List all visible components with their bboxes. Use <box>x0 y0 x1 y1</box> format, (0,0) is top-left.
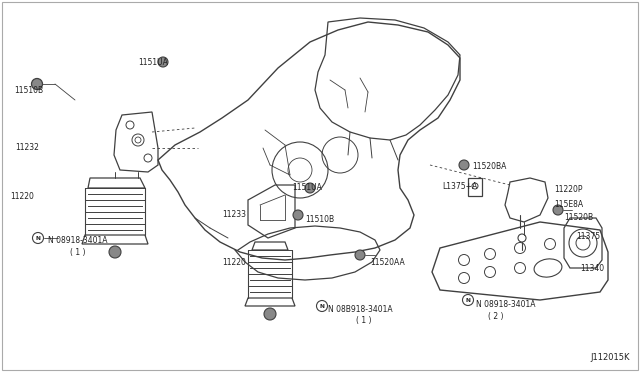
Text: 11232: 11232 <box>15 143 39 152</box>
Text: 11520AA: 11520AA <box>370 258 404 267</box>
Text: 11220: 11220 <box>10 192 34 201</box>
Text: 1151UA: 1151UA <box>138 58 168 67</box>
Text: 11510B: 11510B <box>305 215 334 224</box>
Text: N: N <box>319 304 324 308</box>
Text: ( 2 ): ( 2 ) <box>488 312 504 321</box>
Bar <box>468 178 482 196</box>
Circle shape <box>553 205 563 215</box>
Text: 11510B: 11510B <box>14 86 43 95</box>
Text: 11520BA: 11520BA <box>472 162 506 171</box>
Text: J112015K: J112015K <box>591 353 630 362</box>
Text: 11233: 11233 <box>222 210 246 219</box>
Text: 11220P: 11220P <box>554 185 582 194</box>
Text: N: N <box>465 298 470 302</box>
Circle shape <box>109 246 121 258</box>
Text: ( 1 ): ( 1 ) <box>356 316 371 325</box>
Circle shape <box>355 250 365 260</box>
Circle shape <box>305 183 315 193</box>
Text: N 08B918-3401A: N 08B918-3401A <box>328 305 392 314</box>
Text: ( 1 ): ( 1 ) <box>70 248 86 257</box>
Text: 11520B: 11520B <box>564 213 593 222</box>
Circle shape <box>31 78 42 90</box>
Text: 11375: 11375 <box>576 232 600 241</box>
Text: 115E8A: 115E8A <box>554 200 583 209</box>
Text: N 08918-3401A: N 08918-3401A <box>476 300 536 309</box>
Text: 11220: 11220 <box>222 258 246 267</box>
Text: N 08918-3401A: N 08918-3401A <box>48 236 108 245</box>
Circle shape <box>264 308 276 320</box>
Circle shape <box>459 160 469 170</box>
Circle shape <box>158 57 168 67</box>
Text: 1151UA: 1151UA <box>292 183 322 192</box>
Text: L1375+A: L1375+A <box>442 182 477 191</box>
Circle shape <box>293 210 303 220</box>
Text: 11340: 11340 <box>580 264 604 273</box>
Text: N: N <box>36 235 40 241</box>
